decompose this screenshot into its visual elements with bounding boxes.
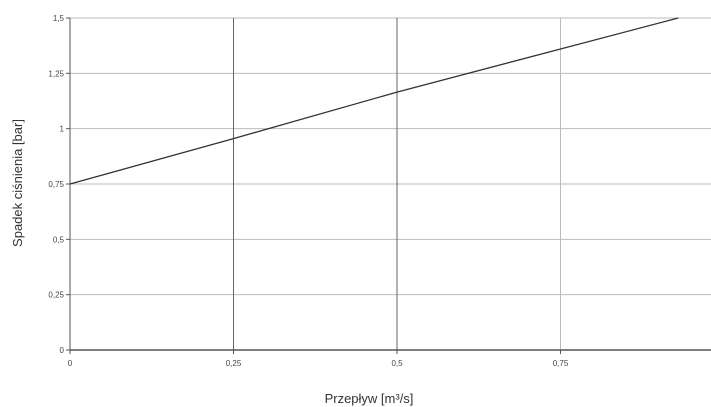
- y-tick-label: 0,75: [48, 180, 64, 189]
- x-tick-label: 0: [68, 359, 73, 368]
- grid-layer: [70, 17, 711, 350]
- x-tick-label: 0,75: [553, 359, 569, 368]
- y-axis-title: Spadek ciśnienia [bar]: [10, 119, 25, 247]
- y-tick-label: 0,25: [48, 291, 64, 300]
- tick-label-layer: 0 0,25 0,5 0,75 1 1,25 1,5 0 0,25 0,5 0,75: [48, 14, 568, 368]
- y-tick-label: 1,25: [48, 69, 64, 78]
- y-tick-label: 0: [60, 346, 65, 355]
- series-layer: [69, 17, 679, 185]
- y-tick-label: 1,5: [53, 14, 65, 23]
- x-tick-label: 0,25: [226, 359, 242, 368]
- axis-layer: [66, 17, 711, 354]
- x-axis-title: Przepływ [m³/s]: [325, 391, 414, 406]
- y-tick-label: 1: [60, 125, 65, 134]
- series-line-0: [69, 17, 679, 185]
- y-tick-label: 0,5: [53, 235, 65, 244]
- x-tick-label: 0,5: [391, 359, 403, 368]
